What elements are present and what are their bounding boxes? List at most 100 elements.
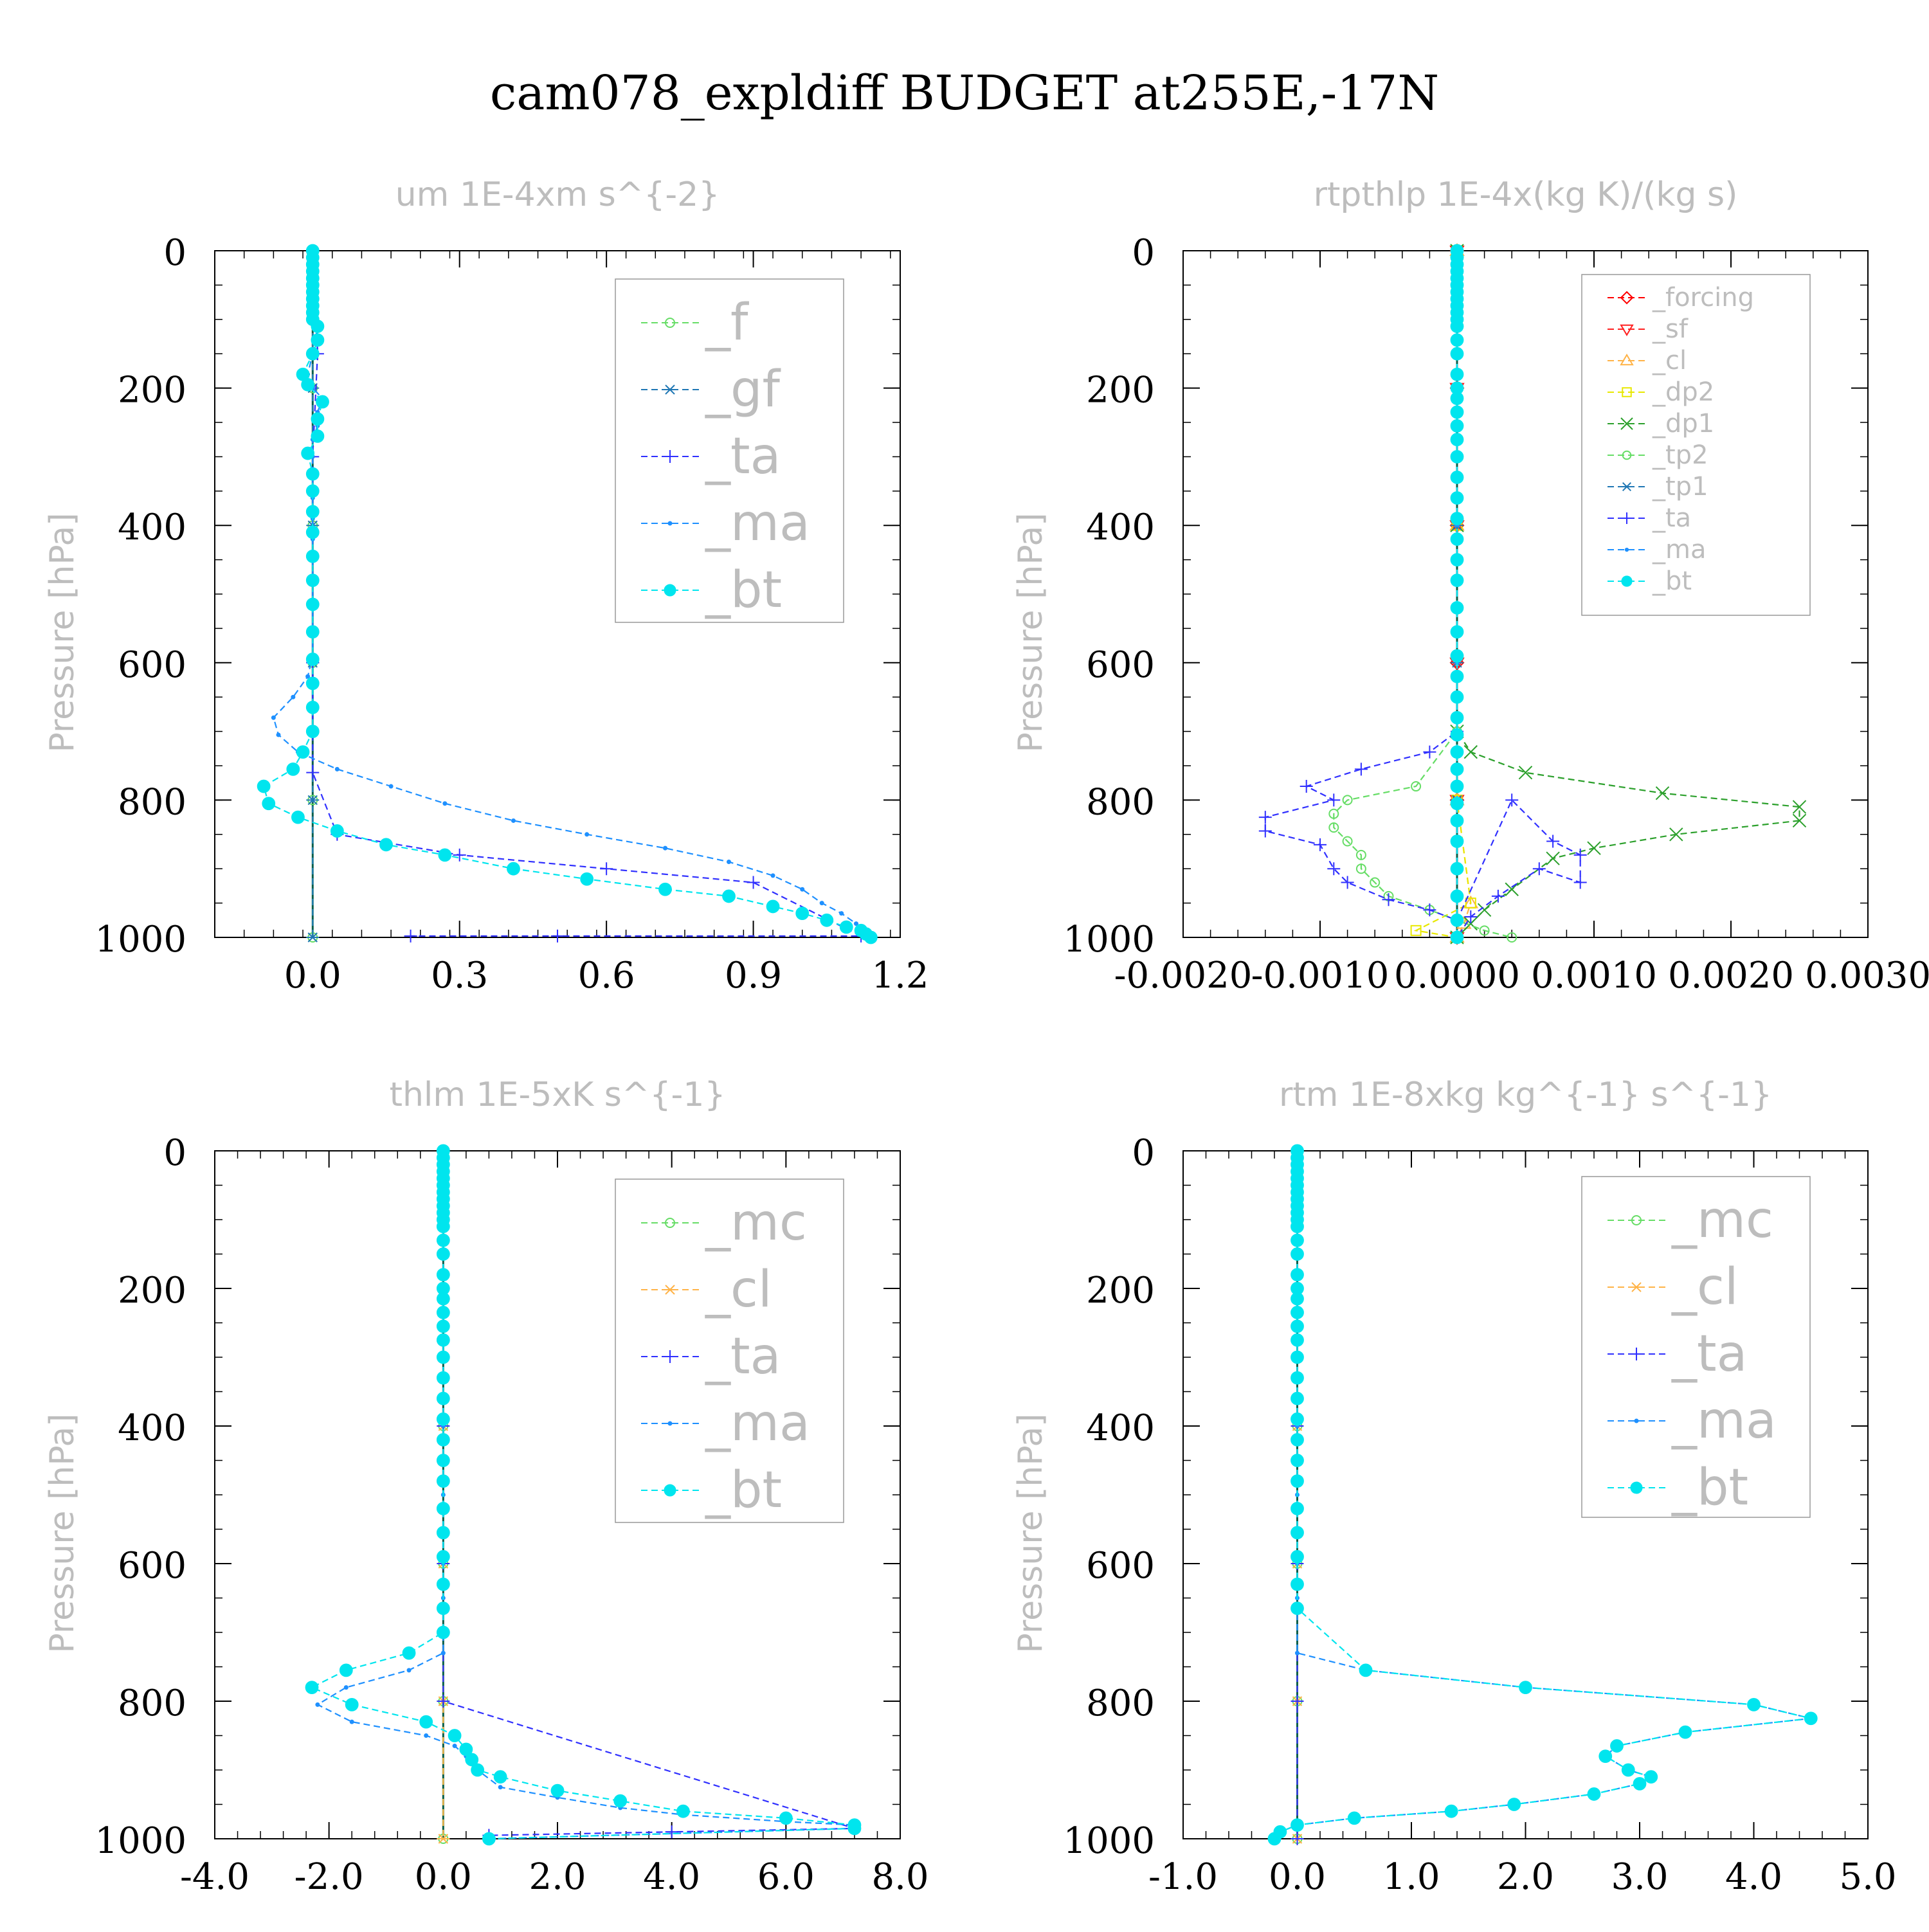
- data-point: [1450, 573, 1464, 588]
- panel-title: rtm 1E-8xkg kg^{-1} s^{-1}: [1279, 1076, 1772, 1114]
- legend-marker: [1621, 512, 1633, 524]
- data-point: [1291, 1333, 1304, 1347]
- data-point: [1314, 838, 1327, 851]
- data-point: [1327, 793, 1341, 807]
- data-point: [1479, 925, 1490, 936]
- data-point: [1370, 877, 1381, 888]
- data-point: [1382, 893, 1395, 907]
- legend-marker: [1622, 450, 1632, 460]
- data-point: [1450, 690, 1464, 704]
- data-point: [1450, 728, 1464, 742]
- legend-marker: [1621, 482, 1633, 492]
- legend-label: _ta: [705, 1328, 781, 1386]
- data-point: [296, 745, 310, 759]
- y-tick-label: 400: [118, 1407, 186, 1449]
- data-point: [436, 1625, 450, 1639]
- legend-box: [1581, 1176, 1811, 1518]
- data-point: [511, 818, 516, 823]
- legend-label: _ta: [705, 428, 781, 485]
- data-point: [1291, 1602, 1304, 1615]
- data-point: [440, 1650, 446, 1656]
- data-point: [343, 1685, 349, 1690]
- data-point: [1450, 814, 1464, 827]
- data-point: [864, 930, 878, 944]
- data-point: [1291, 1319, 1304, 1333]
- data-point: [349, 1719, 354, 1724]
- data-point: [1450, 762, 1464, 776]
- data-point: [1655, 786, 1670, 800]
- data-point: [1291, 1502, 1304, 1515]
- legend-label: _dp1: [1652, 409, 1714, 438]
- panels: um 1E-4xm s^{-2} Pressure [hPa] 0 200 400 600…: [43, 176, 1929, 1898]
- data-point: [311, 429, 325, 443]
- data-point: [305, 484, 320, 498]
- legend-marker: [664, 1285, 676, 1295]
- series-bt: [305, 1144, 862, 1846]
- data-point: [1450, 600, 1464, 615]
- data-point: [436, 1371, 450, 1385]
- data-point: [305, 467, 320, 481]
- legend-label: _cl: [1671, 1258, 1739, 1316]
- data-point: [1587, 1787, 1601, 1801]
- data-point: [1267, 1832, 1281, 1846]
- legend-box: [615, 278, 844, 623]
- data-point: [436, 1220, 450, 1234]
- data-point: [291, 694, 296, 700]
- legend-marker: [664, 450, 676, 463]
- series-line: [1264, 251, 1581, 938]
- data-point: [1792, 813, 1807, 828]
- legend-label: _dp2: [1652, 377, 1714, 407]
- x-tick-label: -1.0: [1148, 1856, 1218, 1898]
- data-point: [600, 862, 613, 876]
- legend: _f _gf _ta _ma _bt: [615, 278, 844, 623]
- data-point: [402, 1646, 416, 1660]
- y-tick-label: 1000: [95, 1820, 186, 1862]
- data-point: [339, 1663, 353, 1677]
- data-point: [436, 1306, 450, 1319]
- legend-marker: [1630, 1481, 1643, 1494]
- x-tick-label: 8.0: [871, 1856, 928, 1898]
- legend-marker: [1622, 387, 1632, 397]
- data-point: [305, 597, 320, 611]
- data-point: [1505, 793, 1519, 807]
- legend-marker: [664, 384, 676, 395]
- legend: _mc _cl _ta _ma _bt: [1581, 1176, 1811, 1518]
- data-point: [305, 676, 320, 691]
- data-point: [1359, 1663, 1373, 1677]
- series-bt: [257, 244, 878, 944]
- x-tick-label: -2.0: [294, 1856, 364, 1898]
- data-point: [305, 525, 320, 539]
- legend: _mc _cl _ta _ma _bt: [615, 1178, 844, 1523]
- legend-marker: [1630, 1282, 1643, 1292]
- data-point: [1644, 1770, 1658, 1784]
- x-tick-label: 1.2: [871, 955, 928, 997]
- data-point: [1450, 471, 1464, 484]
- data-point: [1465, 898, 1476, 909]
- legend: _forcing_sf_cl_dp2_dp1_tp2_tp1_ta_ma_bt: [1581, 274, 1811, 616]
- data-point: [436, 1292, 450, 1306]
- data-point: [1258, 824, 1272, 838]
- data-point: [1450, 862, 1464, 876]
- data-point: [1444, 1804, 1458, 1818]
- data-point: [839, 911, 844, 916]
- data-point: [1423, 745, 1436, 759]
- data-point: [1747, 1697, 1761, 1711]
- data-point: [1291, 1391, 1304, 1405]
- data-point: [1464, 910, 1478, 923]
- data-point: [1450, 669, 1464, 683]
- data-point: [1450, 419, 1464, 433]
- data-point: [305, 725, 320, 738]
- data-point: [1804, 1711, 1818, 1726]
- data-point: [493, 1770, 507, 1784]
- data-point: [1450, 835, 1464, 848]
- data-point: [800, 887, 805, 892]
- x-tick-label: 4.0: [643, 1856, 700, 1898]
- data-point: [1669, 827, 1683, 842]
- legend-label: _ma: [705, 1395, 810, 1452]
- data-point: [1291, 1526, 1304, 1540]
- data-point: [404, 929, 417, 943]
- x-tick-label: -0.0020: [1114, 955, 1253, 997]
- data-point: [436, 1526, 450, 1540]
